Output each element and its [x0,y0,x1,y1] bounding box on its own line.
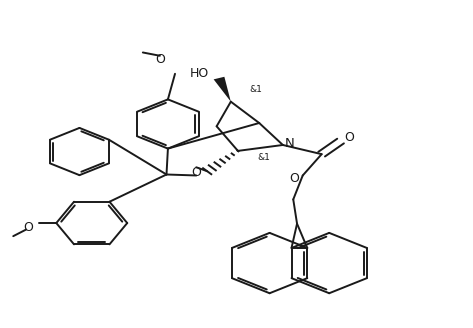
Text: O: O [192,166,201,179]
Text: N: N [285,137,294,150]
Polygon shape [214,77,231,102]
Text: &1: &1 [249,85,262,94]
Text: O: O [344,131,354,144]
Text: O: O [24,221,33,235]
Text: &1: &1 [257,153,271,162]
Text: HO: HO [190,67,209,80]
Text: O: O [155,52,165,66]
Text: O: O [289,172,299,185]
